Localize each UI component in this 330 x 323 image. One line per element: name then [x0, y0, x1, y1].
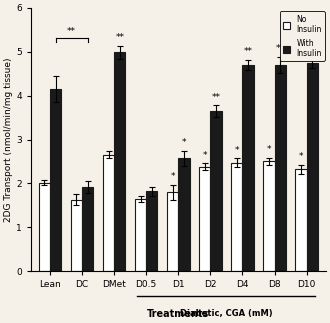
Text: **: ** [115, 33, 124, 42]
Bar [82, 187, 93, 271]
Bar [178, 158, 189, 271]
Bar [275, 65, 286, 271]
Bar [103, 155, 114, 271]
Bar [135, 199, 146, 271]
Text: **: ** [212, 93, 220, 102]
Text: *: * [299, 152, 303, 162]
Text: *: * [235, 146, 239, 155]
Legend: No
Insulin, With
Insulin: No Insulin, With Insulin [280, 12, 325, 61]
Y-axis label: 2DG Transport (nmol/min/mg tissue): 2DG Transport (nmol/min/mg tissue) [4, 57, 13, 222]
Bar [50, 89, 61, 271]
Bar [39, 182, 50, 271]
Bar [243, 65, 254, 271]
Bar [199, 167, 210, 271]
Text: **: ** [276, 44, 284, 53]
Bar [146, 191, 157, 271]
Text: **: ** [308, 45, 317, 54]
Bar [210, 111, 221, 271]
Text: **: ** [67, 27, 76, 36]
Text: *: * [182, 138, 186, 147]
Text: **: ** [244, 47, 252, 56]
Bar [114, 53, 125, 271]
Text: *: * [203, 151, 207, 160]
Bar [71, 200, 82, 271]
X-axis label: Treatments: Treatments [147, 309, 210, 319]
Bar [295, 169, 307, 271]
Text: *: * [170, 172, 175, 181]
Bar [231, 163, 243, 271]
Text: Diabetic, CGA (mM): Diabetic, CGA (mM) [180, 309, 273, 318]
Bar [263, 162, 275, 271]
Bar [167, 192, 178, 271]
Bar [307, 63, 318, 271]
Text: *: * [267, 145, 271, 154]
